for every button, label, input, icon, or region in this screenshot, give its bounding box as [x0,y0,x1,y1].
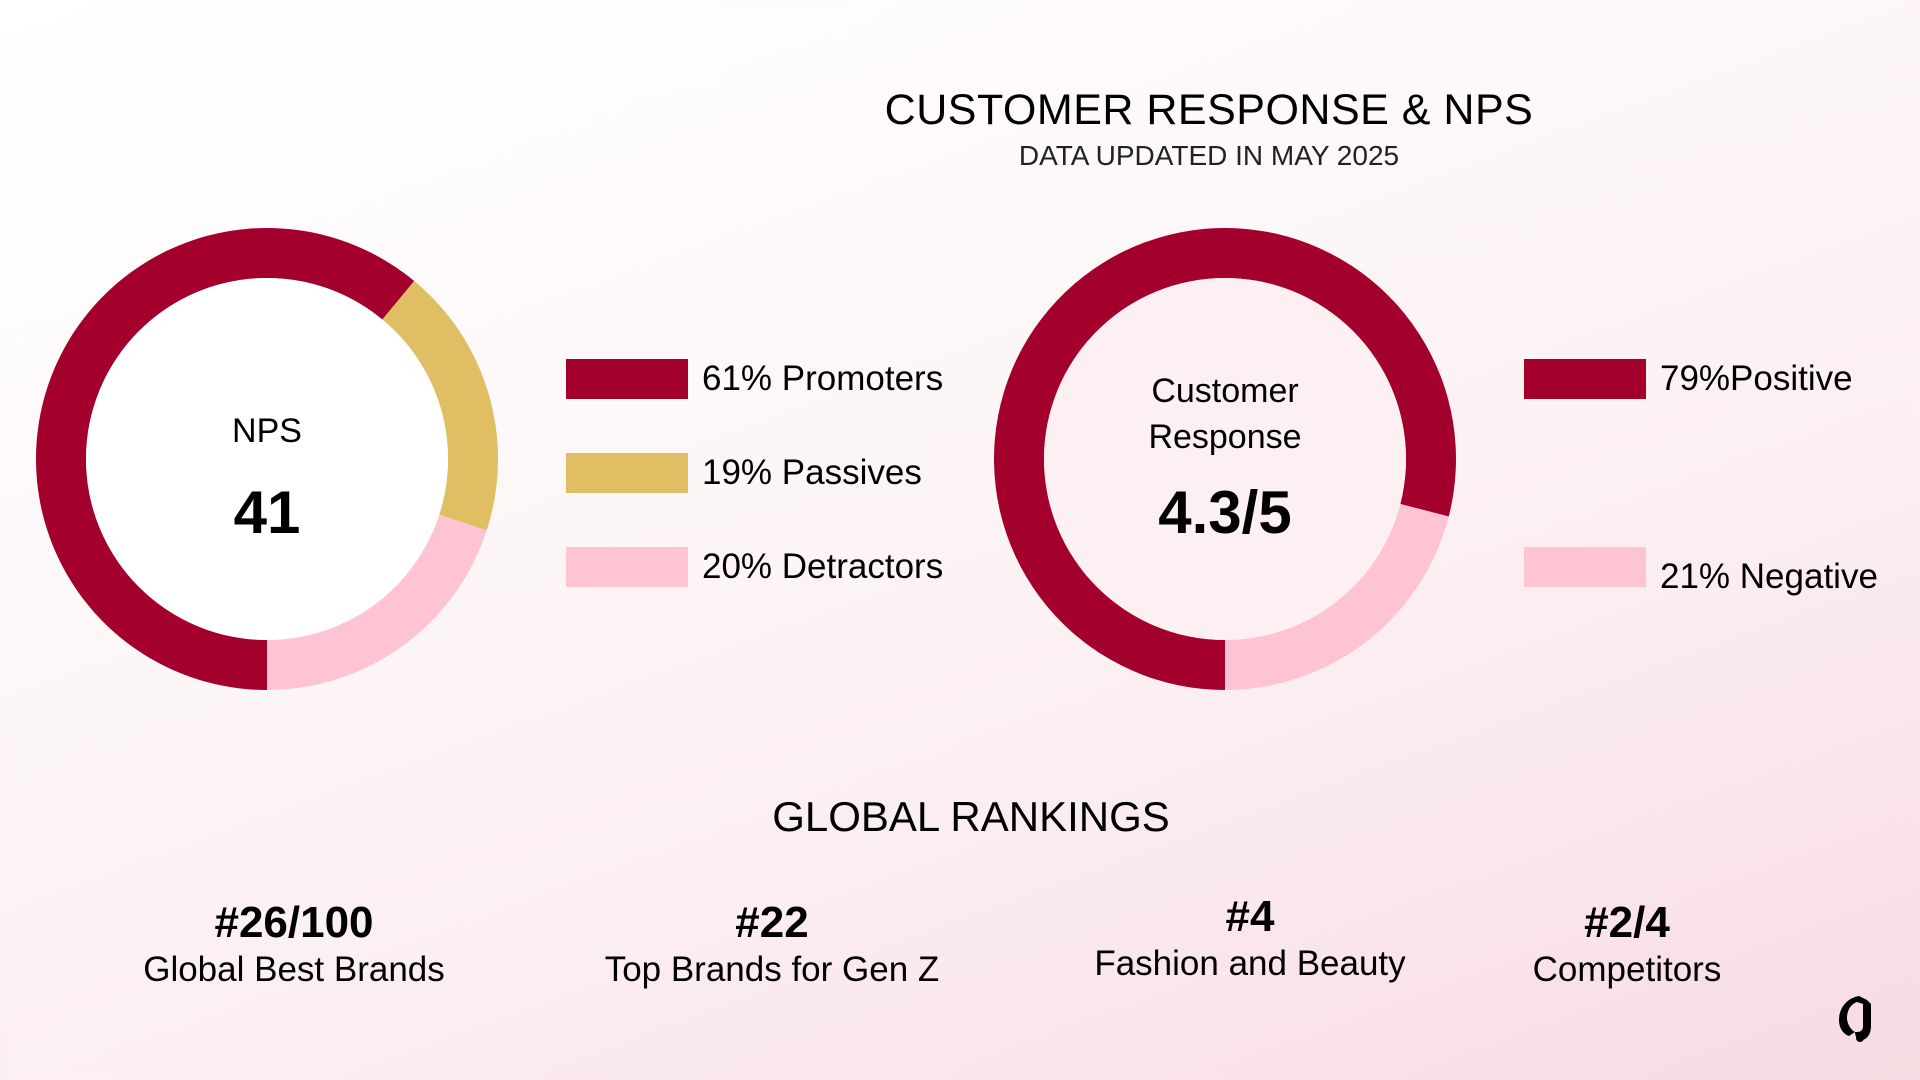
nps-label: NPS [232,412,302,450]
legend-positive-label: 79%Positive [1660,359,1853,398]
page-subtitle: DATA UPDATED IN MAY 2025 [1018,140,1400,171]
legend-promoters-label: 61% Promoters [702,359,944,398]
ranking-item-fashion-beauty: #4 Fashion and Beauty [1040,892,1460,986]
donut-segment-passives [382,281,498,531]
brand-g-logo-icon [1833,992,1879,1046]
donut-segment-promoters [36,228,415,690]
customer-response-label-line2: Response [1148,418,1302,456]
ranking-value: #2/4 [1584,898,1670,947]
customer-response-label-line1: Customer [1151,372,1299,410]
swatch-passives [566,453,688,493]
page-title: CUSTOMER RESPONSE & NPS [884,86,1534,134]
ranking-item-competitors: #2/4 Competitors [1417,898,1837,992]
ranking-item-global-best-brands: #26/100 Global Best Brands [84,898,504,992]
legend-detractors-label: 20% Detractors [702,547,944,586]
nps-donut-svg [36,228,498,690]
ranking-value: #26/100 [214,898,374,947]
ranking-value: #22 [735,898,809,947]
nps-donut-chart: NPS 41 [36,228,498,690]
legend-positive: 79%Positive [1524,359,1853,399]
global-rankings-title: GLOBAL RANKINGS [772,793,1170,840]
legend-passives: 19% Passives [566,453,922,493]
donut-segment-negative [1225,504,1449,690]
customer-response-donut-svg [994,228,1456,690]
swatch-detractors [566,547,688,587]
swatch-positive [1524,359,1646,399]
legend-passives-label: 19% Passives [702,453,922,492]
swatch-promoters [566,359,688,399]
donut-segment-detractors [267,514,487,690]
legend-detractors: 20% Detractors [566,547,943,587]
swatch-negative [1524,547,1646,587]
nps-value: 41 [233,479,301,546]
customer-response-donut-chart: Customer Response 4.3/5 [994,228,1456,690]
ranking-label: Fashion and Beauty [1094,944,1406,983]
legend-promoters: 61% Promoters [566,359,943,399]
legend-negative: 21% Negative [1524,547,1878,596]
legend-negative-label: 21% Negative [1660,557,1878,596]
ranking-item-gen-z: #22 Top Brands for Gen Z [562,898,982,992]
ranking-value: #4 [1225,892,1275,941]
customer-response-value: 4.3/5 [1158,479,1292,546]
ranking-label: Global Best Brands [143,950,445,989]
ranking-label: Competitors [1532,950,1722,989]
ranking-label: Top Brands for Gen Z [604,950,940,989]
